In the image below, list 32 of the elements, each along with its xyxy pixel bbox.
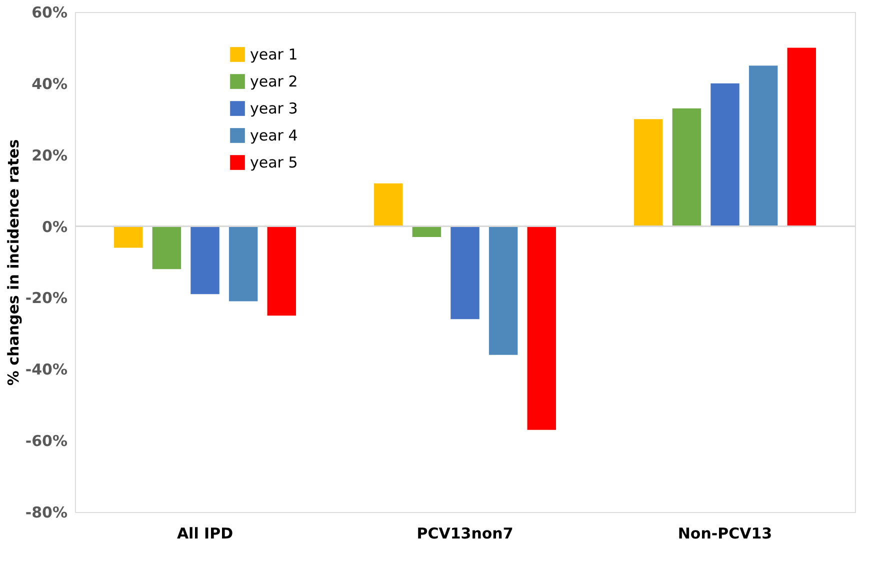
bar	[228, 226, 258, 302]
y-tick-label: -40%	[25, 360, 68, 379]
x-tick-label: PCV13non7	[416, 524, 514, 542]
bar	[267, 226, 296, 316]
bar	[710, 83, 740, 226]
legend-label: year 4	[250, 126, 298, 144]
y-tick-label: 40%	[32, 74, 68, 93]
bar	[450, 226, 480, 320]
legend-label: year 2	[250, 72, 298, 90]
bar	[748, 66, 778, 226]
bar	[634, 119, 663, 226]
y-tick-label: -80%	[25, 504, 68, 522]
legend-label: year 3	[250, 100, 298, 118]
bar	[152, 226, 182, 270]
x-tick-label: All IPD	[176, 524, 234, 542]
y-tick-label: 0%	[42, 218, 68, 236]
bar	[672, 108, 702, 226]
bar	[190, 226, 220, 294]
bar	[488, 226, 518, 355]
bar	[787, 48, 816, 226]
y-tick-label: 20%	[32, 146, 68, 164]
y-tick-label: -20%	[25, 289, 68, 308]
y-tick-label: -60%	[25, 432, 68, 450]
x-tick-label: Non-PCV13	[678, 524, 772, 542]
bar	[114, 226, 143, 248]
bar	[412, 226, 442, 237]
legend-label: year 1	[250, 46, 298, 64]
bar	[527, 226, 556, 430]
y-tick-label: 60%	[32, 4, 68, 22]
legend-label: year 5	[250, 154, 298, 172]
bar	[374, 183, 403, 226]
y-axis-title: % changes in incidence rates	[4, 139, 22, 386]
